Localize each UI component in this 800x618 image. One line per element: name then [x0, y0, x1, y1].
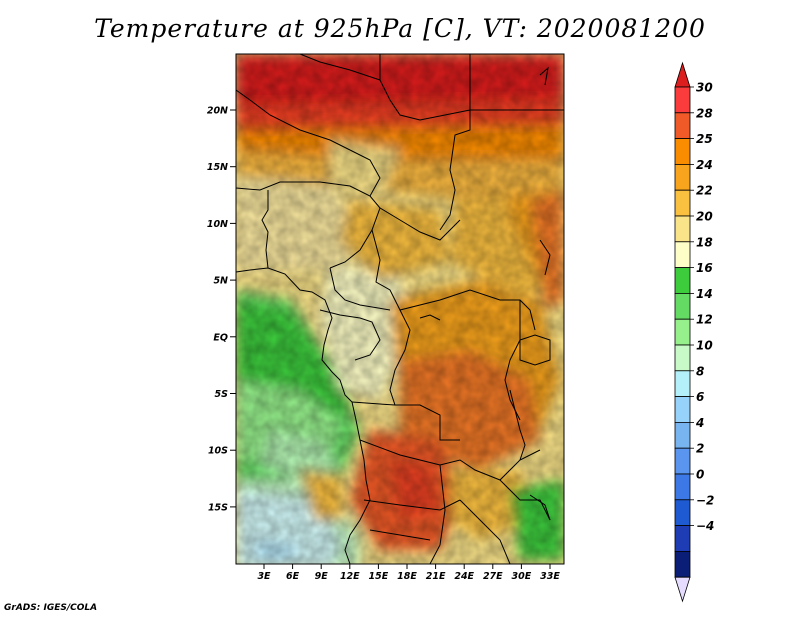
colorbar-swatch	[674, 318, 691, 346]
lat-label: 20N	[207, 106, 228, 117]
colorbar-swatch	[674, 241, 691, 269]
lon-label: 21E	[426, 571, 446, 582]
colorbar-label: 16	[696, 261, 713, 275]
colorbar-label: 20	[696, 210, 713, 224]
colorbar-swatch	[674, 344, 691, 372]
lat-label: 5N	[213, 276, 228, 287]
colorbar-label: 30	[696, 81, 713, 95]
map-frame	[235, 53, 565, 565]
colorbar-label: 4	[695, 416, 704, 430]
lon-label: 9E	[315, 571, 329, 582]
lon-label: 18E	[397, 571, 417, 582]
temperature-field	[236, 54, 564, 564]
colorbar-swatch	[674, 138, 691, 165]
lon-label: 6E	[286, 571, 300, 582]
lat-label: 15N	[207, 162, 228, 173]
colorbar-swatch	[674, 473, 691, 501]
colorbar-label: 28	[696, 106, 713, 120]
colorbar-swatch	[674, 551, 691, 578]
lon-label: 24E	[454, 571, 474, 582]
colorbar-swatch	[674, 525, 691, 552]
lon-label: 30E	[512, 571, 532, 582]
map-title: Temperature at 925hPa [C], VT: 202008120…	[94, 14, 706, 43]
colorbar-swatch	[674, 163, 691, 191]
colorbar-swatch	[674, 292, 691, 320]
colorbar-label: 12	[696, 313, 713, 327]
colorbar-bottom-arrow	[674, 576, 691, 603]
colorbar-swatch	[674, 499, 691, 526]
colorbar-swatch	[674, 112, 691, 140]
colorbar-label: 0	[696, 468, 704, 482]
colorbar-label: 24	[696, 158, 713, 172]
longitude-axis: 3E 6E 9E 12E 15E 18E 21E 24E 27E 30E 33E	[257, 564, 560, 582]
lon-label: 33E	[540, 571, 560, 582]
colorbar-top-arrow	[674, 61, 691, 88]
colorbar-swatch	[674, 189, 691, 217]
lon-label: 3E	[257, 571, 271, 582]
colorbar-swatch	[674, 421, 691, 449]
colorbar-swatch	[674, 447, 691, 475]
lat-label: 10S	[208, 446, 228, 457]
lon-label: 12E	[340, 571, 360, 582]
colorbar-label: 18	[696, 235, 713, 249]
colorbar-swatch	[674, 215, 691, 243]
grads-credit: GrADS: IGES/COLA	[4, 603, 98, 613]
country-borders	[236, 54, 564, 564]
colorbar-swatch	[674, 370, 691, 397]
colorbar-label: 2	[696, 442, 704, 456]
lon-label: 15E	[369, 571, 389, 582]
latitude-axis: 20N 15N 10N 5N EQ 5S 10S 15S	[207, 106, 236, 513]
colorbar-label: 6	[696, 390, 704, 404]
colorbar-label: 25	[696, 132, 713, 146]
lat-label: EQ	[213, 332, 228, 343]
colorbar-swatch	[674, 267, 691, 294]
lon-label: 27E	[483, 571, 503, 582]
colorbar-swatch	[674, 396, 691, 423]
colorbar-label: 10	[696, 339, 713, 353]
colorbar-label: −2	[696, 493, 714, 507]
colorbar-label: 14	[696, 287, 713, 301]
colorbar-label: 22	[696, 184, 713, 198]
colorbar-label: −4	[696, 519, 714, 533]
colorbar-label: 8	[696, 364, 704, 378]
colorbar-swatch	[674, 86, 691, 114]
lat-label: 10N	[207, 219, 228, 230]
lat-label: 5S	[215, 389, 229, 400]
lat-label: 15S	[208, 502, 228, 513]
